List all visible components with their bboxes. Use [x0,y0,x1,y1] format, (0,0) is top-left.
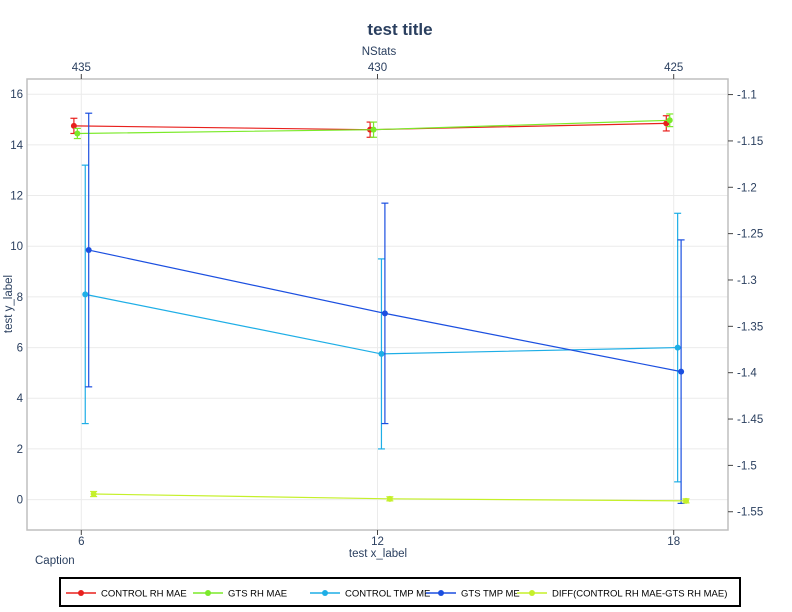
legend-label: CONTROL TMP ME [345,589,430,600]
y2-tick-label: -1.55 [737,507,763,519]
y-axis-label: test y_label [3,275,15,333]
top-tick-label: 435 [72,62,91,74]
legend-label: DIFF(CONTROL RH MAE-GTS RH MAE) [552,589,727,600]
data-point [82,291,89,298]
series-0 [70,115,670,138]
series-2 [81,164,682,483]
legend-label: GTS TMP ME [461,589,520,600]
series-4 [90,490,690,504]
y2-tick-label: -1.35 [737,321,763,333]
legend-swatch-marker [322,590,328,596]
x-tick-label: 6 [78,536,84,548]
data-point [674,344,681,351]
legend-swatch-marker [78,590,84,596]
top-axis-title: NStats [362,46,397,58]
legend-label: CONTROL RH MAE [101,589,187,600]
legend-box [59,577,741,607]
y-tick-label: 6 [17,343,23,355]
y-tick-label: 14 [10,140,23,152]
y-tick-label: 4 [17,393,24,405]
y2-tick-label: -1.45 [737,414,763,426]
y2-tick-label: -1.5 [737,460,757,472]
data-point [74,130,81,137]
legend-swatch-marker [438,590,444,596]
y-tick-label: 16 [10,89,23,101]
y-tick-label: 0 [17,495,23,507]
data-point [378,350,385,357]
series-1 [73,113,674,140]
data-point [683,497,690,504]
series-3 [85,112,685,504]
data-point [666,117,673,124]
y2-tick-label: -1.1 [737,90,757,102]
y2-tick-label: -1.4 [737,368,757,380]
y2-tick-label: -1.2 [737,182,757,194]
data-point [381,310,388,317]
ticks: 0 2 4 6 8 10 12 14 16 6 12 18 435 430 425 -1.1 -1.15 -1.2… [10,62,763,548]
y2-tick-label: -1.25 [737,229,763,241]
legend: CONTROL RH MAE GTS RH MAE CONTROL TMP ME GT… [59,577,741,607]
y-tick-label: 12 [10,191,23,203]
x-tick-label: 18 [667,536,680,548]
data-point [370,126,377,133]
series [70,112,690,504]
y2-tick-label: -1.15 [737,136,763,148]
chart-title: test title [367,20,432,39]
legend-swatch-marker [205,590,211,596]
grid [27,79,728,530]
y-tick-label: 2 [17,444,23,456]
x-tick-label: 12 [371,536,384,548]
data-point [70,122,77,129]
caption: Caption [35,555,75,567]
y-tick-label: 8 [17,292,23,304]
data-point [678,368,685,375]
top-tick-label: 430 [368,62,387,74]
y2-tick-label: -1.3 [737,275,757,287]
data-point [386,495,393,502]
top-tick-label: 425 [664,62,683,74]
data-point [90,491,97,498]
x-axis-label: test x_label [349,548,407,560]
legend-items: CONTROL RH MAE GTS RH MAE CONTROL TMP ME GT… [66,589,727,600]
legend-swatch-marker [529,590,535,596]
y-tick-label: 10 [10,241,23,253]
data-point [85,247,92,254]
legend-label: GTS RH MAE [228,589,287,600]
